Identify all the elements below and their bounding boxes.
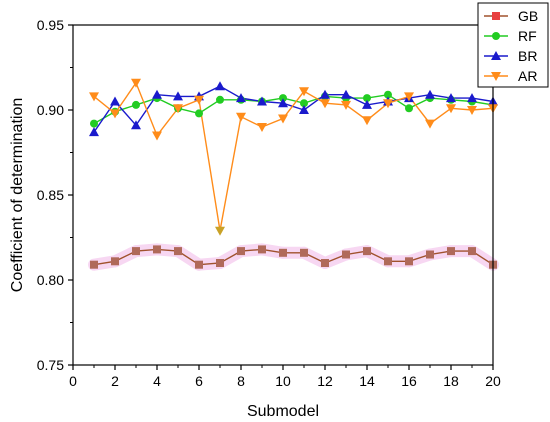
y-tick-label: 0.80 — [37, 272, 64, 288]
data-point-ar — [299, 87, 309, 97]
data-point-br — [425, 89, 435, 99]
y-tick-label: 0.90 — [37, 102, 64, 118]
data-point-gb — [258, 245, 266, 254]
data-point-ar — [383, 99, 393, 109]
data-point-rf — [195, 109, 203, 118]
data-point-rf — [384, 90, 392, 99]
legend-marker-rf — [492, 32, 500, 40]
x-tick-label: 10 — [275, 373, 291, 389]
data-point-rf — [216, 95, 224, 104]
data-point-gb — [90, 260, 98, 269]
data-point-rf — [279, 94, 287, 103]
data-point-br — [152, 89, 162, 99]
data-point-gb — [405, 257, 413, 266]
data-point-gb — [321, 259, 329, 267]
y-axis-title: Coefficient of determination — [9, 98, 26, 292]
series-line-ar — [93, 81, 494, 231]
x-axis-ticks: 0 2 4 6 8 10 12 14 16 18 20 — [69, 365, 501, 389]
data-point-gb — [363, 247, 371, 256]
data-point-br — [215, 81, 225, 91]
data-point-ar — [278, 114, 288, 124]
x-tick-label: 12 — [317, 373, 333, 389]
data-point-br — [320, 89, 330, 99]
x-tick-label: 16 — [401, 373, 417, 389]
data-point-br — [131, 120, 141, 130]
data-point-ar — [467, 106, 477, 115]
data-point-br — [362, 99, 372, 109]
data-point-ar — [446, 104, 456, 114]
legend-marker-ar — [491, 72, 501, 81]
data-point-ar — [236, 112, 246, 122]
data-point-ar — [257, 123, 267, 132]
y-tick-label: 0.75 — [37, 357, 64, 373]
legend: GB RF BR AR — [477, 2, 549, 88]
data-point-ar — [320, 99, 330, 109]
data-point-gb — [153, 245, 161, 254]
data-point-ar — [194, 95, 204, 105]
data-point-br — [299, 105, 309, 114]
data-point-gb — [216, 259, 224, 267]
data-point-gb — [279, 248, 287, 257]
data-point-gb — [174, 247, 182, 256]
data-point-br — [110, 96, 120, 106]
data-point-ar — [173, 104, 183, 114]
data-point-gb — [468, 247, 476, 256]
data-point-br — [278, 98, 288, 108]
x-tick-label: 0 — [69, 373, 77, 389]
data-point-rf — [132, 100, 140, 109]
legend-label-ar: AR — [518, 68, 537, 84]
series-line-br — [93, 85, 494, 133]
data-point-ar — [110, 109, 120, 119]
legend-frame — [477, 2, 549, 88]
data-point-ar — [89, 92, 99, 102]
data-point-gb — [237, 247, 245, 256]
data-point-ar — [425, 119, 435, 129]
data-point-gb — [111, 257, 119, 266]
data-point-rf — [300, 99, 308, 108]
data-point-rf — [363, 94, 371, 103]
data-point-gb — [342, 250, 350, 259]
data-point-gb — [447, 247, 455, 256]
x-axis-title: Submodel — [247, 403, 319, 420]
data-point-gb — [195, 260, 203, 269]
data-point-br — [341, 89, 351, 99]
legend-label-gb: GB — [518, 8, 538, 24]
data-point-br — [236, 93, 246, 103]
legend-label-br: BR — [518, 48, 537, 64]
x-tick-label: 20 — [485, 373, 501, 389]
legend-label-rf: RF — [518, 28, 537, 44]
data-point-br — [446, 93, 456, 103]
x-tick-label: 6 — [195, 373, 203, 389]
data-point-ar — [152, 131, 162, 141]
data-point-br — [89, 127, 99, 137]
y-tick-label: 0.85 — [37, 187, 64, 203]
data-point-br — [173, 91, 183, 101]
x-tick-label: 4 — [153, 373, 161, 389]
data-point-br — [257, 96, 267, 106]
y-axis-ticks: 0.75 0.80 0.85 0.90 0.95 — [37, 17, 73, 373]
data-point-br — [467, 93, 477, 103]
data-point-ar — [131, 78, 141, 88]
data-point-gb — [300, 248, 308, 257]
data-point-gb — [132, 247, 140, 256]
data-point-gb — [426, 250, 434, 259]
y-tick-label: 0.95 — [37, 17, 64, 33]
series-markers — [89, 78, 498, 269]
legend-marker-br — [491, 51, 501, 60]
data-point-ar — [215, 226, 225, 236]
x-tick-label: 14 — [359, 373, 375, 389]
data-point-gb — [384, 257, 392, 266]
data-point-ar — [362, 116, 372, 126]
data-point-rf — [405, 104, 413, 113]
x-tick-label: 2 — [111, 373, 119, 389]
plot-frame — [72, 24, 494, 366]
data-point-rf — [90, 119, 98, 128]
x-tick-label: 18 — [443, 373, 459, 389]
x-tick-label: 8 — [237, 373, 245, 389]
legend-marker-gb — [492, 12, 500, 20]
data-point-ar — [341, 100, 351, 110]
series-lines — [93, 81, 494, 266]
data-point-ar — [404, 92, 414, 102]
